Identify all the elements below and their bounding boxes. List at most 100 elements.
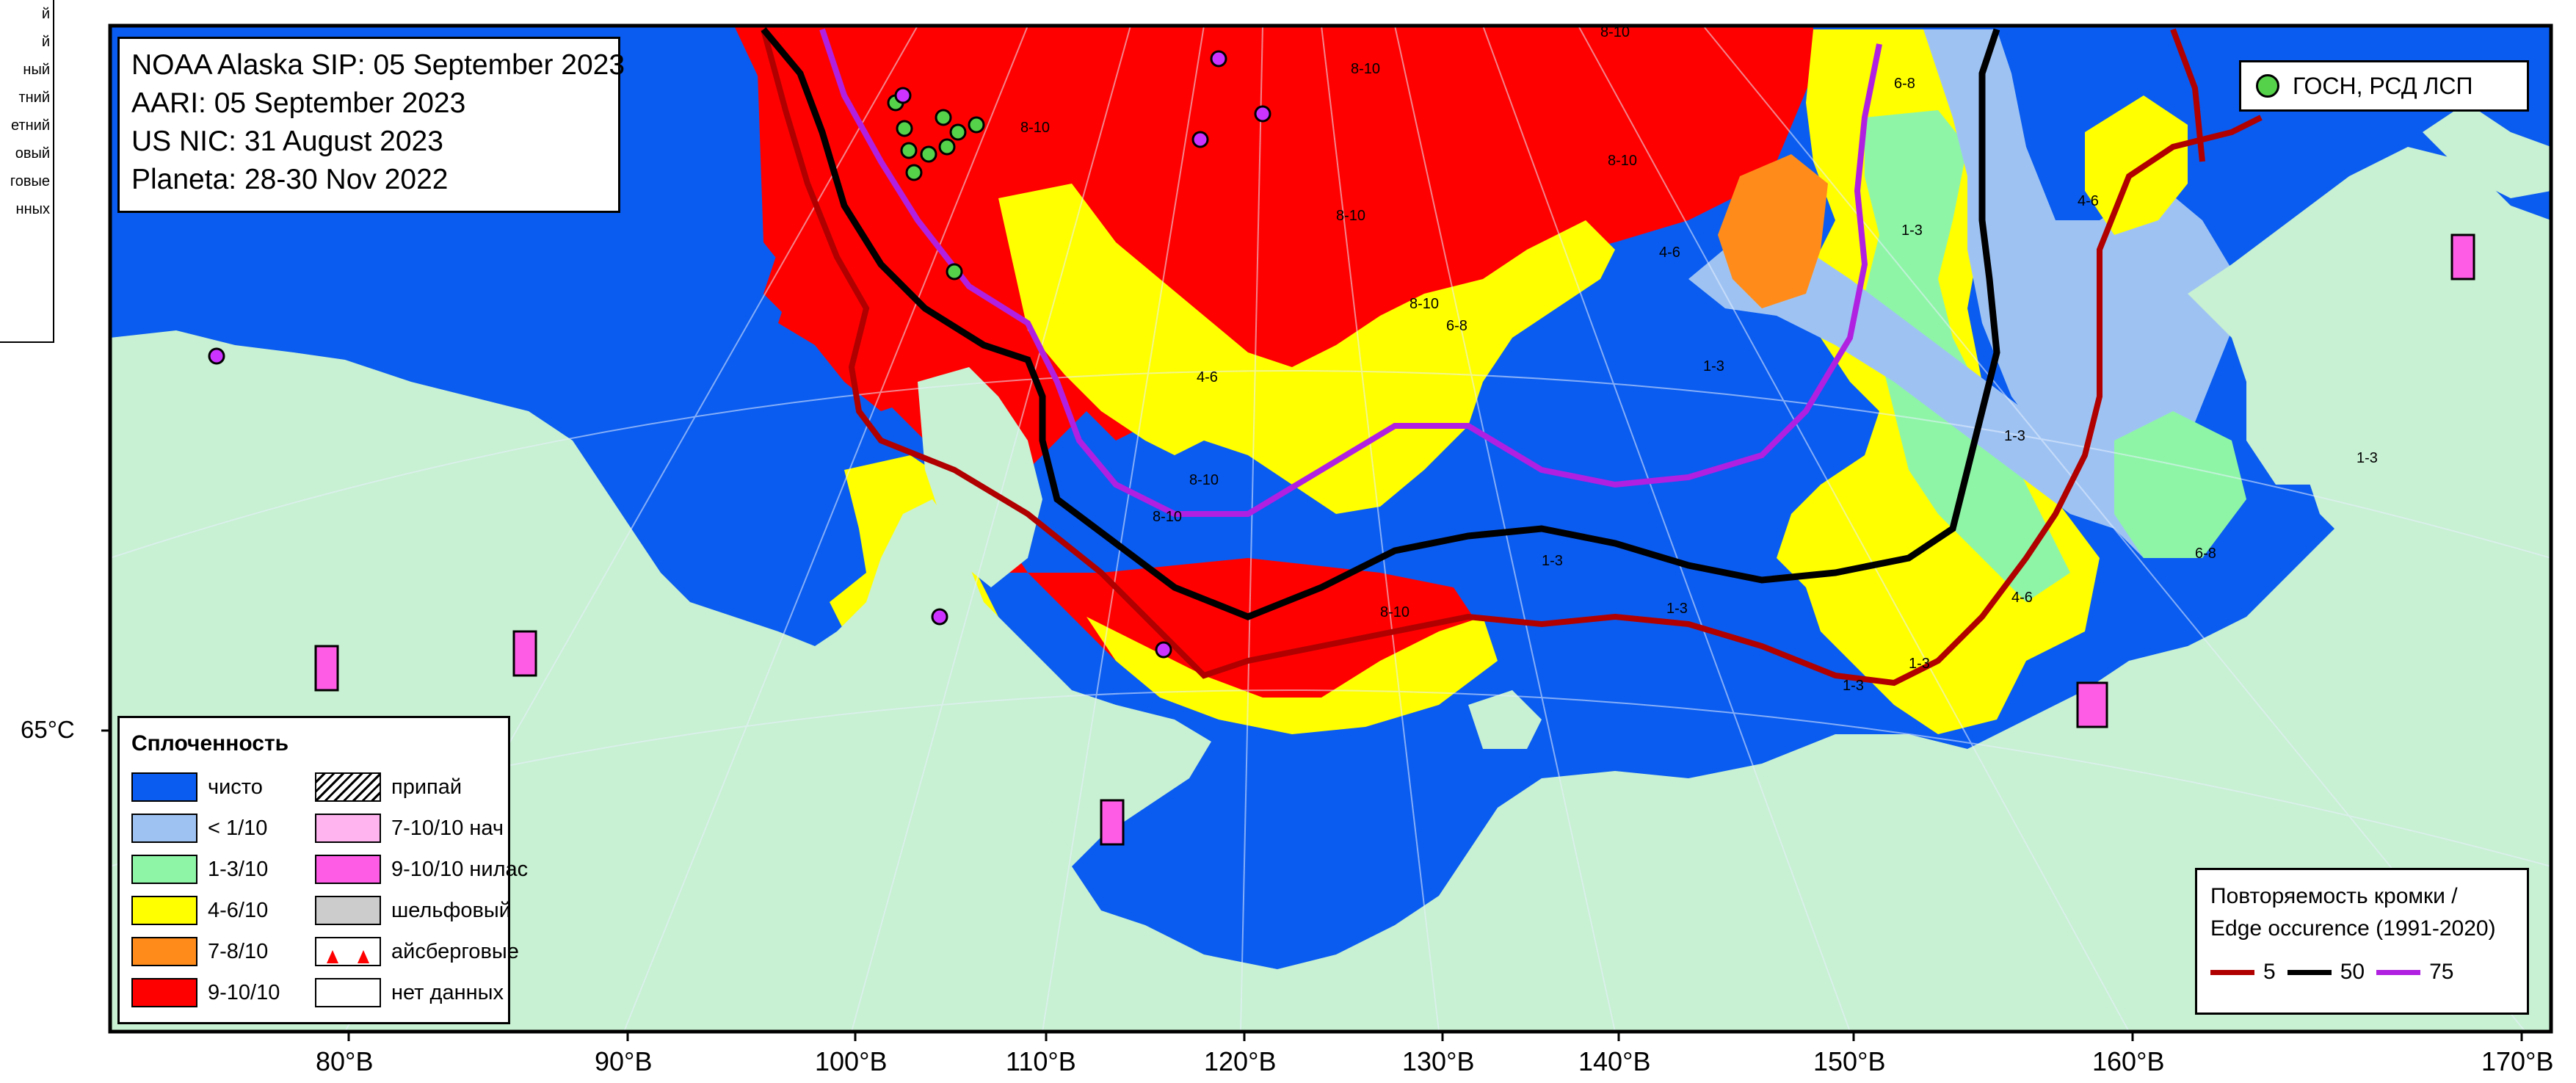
ice-zone-1-3-east: [1865, 110, 2070, 602]
swatch: [315, 978, 381, 1007]
region-label: 1-3: [1666, 601, 1688, 617]
swatch: [131, 814, 197, 843]
swatch: [315, 814, 381, 843]
region-label: 4-6: [1197, 369, 1218, 385]
edge-label: 75: [2429, 960, 2454, 984]
legend-label: 7-10/10 нач: [391, 816, 504, 840]
concentration-legend: Сплоченность чисто припай < 1/10 7-10/10…: [117, 716, 528, 1024]
fragment-text: тний: [18, 90, 50, 106]
purple-marker: [1155, 641, 1172, 659]
longitude-label: 120°В: [1204, 1046, 1277, 1076]
region-label: 1-3: [2357, 450, 2378, 466]
longitude-label: 160°В: [2092, 1046, 2165, 1076]
legend-item-no-data: нет данных: [315, 977, 504, 1009]
longitude-label: 90°В: [595, 1046, 653, 1076]
region-label: 8-10: [1153, 509, 1182, 525]
swatch: [131, 896, 197, 925]
edge-line-5: [761, 28, 2263, 687]
fast-ice-patch: [1100, 799, 1125, 846]
legend-item-iceberg: айсберговые: [315, 935, 519, 968]
legend-item-initial: 7-10/10 нач: [315, 812, 504, 844]
iceberg-icon: [315, 937, 381, 966]
edge-line-75-swatch: [2376, 969, 2421, 975]
edge-line-5-east: [2170, 28, 2205, 162]
region-label: 1-3: [1703, 358, 1724, 374]
edge-line-50-swatch: [2287, 969, 2332, 975]
swatch: [131, 855, 197, 884]
legend-item-9-10: 9-10/10: [131, 977, 315, 1009]
legend-label: 9-10/10 нилас: [391, 857, 529, 881]
swatch: [131, 978, 197, 1007]
station-marker: [935, 109, 952, 126]
source-line: AARI: 05 September 2023: [131, 87, 466, 119]
region-label: 8-10: [1409, 296, 1439, 312]
ice-zone-4-6-south: [1086, 617, 1498, 734]
ice-zone-7-8: [1718, 154, 1828, 308]
legend-label: нет данных: [391, 980, 504, 1004]
swatch: [131, 937, 197, 966]
fragment-text: нных: [15, 201, 50, 217]
purple-marker: [894, 87, 912, 104]
hatch-swatch: [315, 772, 381, 802]
land-severnaya-zemlya: [918, 367, 1042, 587]
region-label: 4-6: [1659, 245, 1680, 261]
fast-ice-patch: [2450, 233, 2475, 280]
region-label: 4-6: [2078, 193, 2099, 209]
fast-ice-patch: [314, 645, 339, 692]
edge-line-50: [761, 27, 2000, 620]
legend-label: шельфовый: [391, 898, 511, 922]
ice-zone-4-6-far-east: [2085, 95, 2188, 235]
region-label: 6-8: [2195, 546, 2216, 562]
region-label: 1-3: [2004, 428, 2025, 444]
fragment-text: говые: [10, 173, 50, 189]
region-label: 4-6: [2011, 590, 2033, 606]
legend-label: 9-10/10: [208, 980, 280, 1004]
region-label: 1-3: [1909, 656, 1930, 672]
source-line: Planeta: 28-30 Nov 2022: [131, 164, 449, 195]
legend-label: 7-8/10: [208, 939, 269, 963]
purple-marker: [1210, 50, 1227, 68]
cropped-legend-fragment: й й ный тний етний овый говые нных: [0, 0, 54, 343]
edge-label: 5: [2263, 960, 2276, 984]
region-label: 1-3: [1542, 553, 1563, 569]
region-label: 1-3: [1901, 222, 1923, 239]
land-far-east-coast: [2423, 103, 2551, 198]
station-marker: [900, 142, 918, 159]
legend-item-clear: чисто: [131, 771, 315, 803]
legend-label: припай: [391, 775, 462, 799]
longitude-label: 140°В: [1578, 1046, 1651, 1076]
edge-legend-title: Повторяемость кромки /: [2210, 884, 2458, 908]
legend-label: 4-6/10: [208, 898, 269, 922]
station-marker: [938, 138, 956, 156]
legend-item-7-8: 7-8/10: [131, 935, 315, 968]
edge-legend-subtitle: Edge occurence (1991-2020): [2210, 916, 2496, 941]
legend-item-1-3: 1-3/10: [131, 853, 315, 885]
fragment-text: й: [41, 6, 50, 22]
station-marker: [896, 120, 913, 137]
legend-item-shelf: шельфовый: [315, 894, 511, 927]
legend-title: Сплоченность: [131, 731, 289, 756]
latitude-label: 65°С: [21, 716, 75, 743]
longitude-label: 130°В: [1402, 1046, 1475, 1076]
region-label: 8-10: [1600, 24, 1630, 40]
station-marker: [905, 164, 923, 181]
legend-label: айсберговые: [391, 939, 519, 963]
fast-ice-patch: [2076, 681, 2108, 728]
region-label: 8-10: [1020, 120, 1050, 136]
source-line: NOAA Alaska SIP: 05 September 2023: [131, 49, 625, 81]
purple-markers: [208, 50, 1271, 659]
region-label: 8-10: [1380, 604, 1409, 620]
region-label: 8-10: [1351, 61, 1380, 77]
region-label: 8-10: [1608, 153, 1637, 169]
longitude-label: 100°В: [815, 1046, 888, 1076]
region-label: 6-8: [1894, 76, 1915, 92]
legend-item-lt1: < 1/10: [131, 812, 315, 844]
fragment-text: й: [41, 34, 50, 50]
fragment-text: овый: [15, 145, 50, 162]
ice-zone-4-6: [998, 184, 1615, 514]
fragment-text: ный: [23, 62, 50, 78]
data-sources-box: NOAA Alaska SIP: 05 September 2023 AARI:…: [117, 37, 625, 213]
purple-marker: [208, 347, 225, 365]
region-label: 1-3: [1843, 678, 1864, 694]
